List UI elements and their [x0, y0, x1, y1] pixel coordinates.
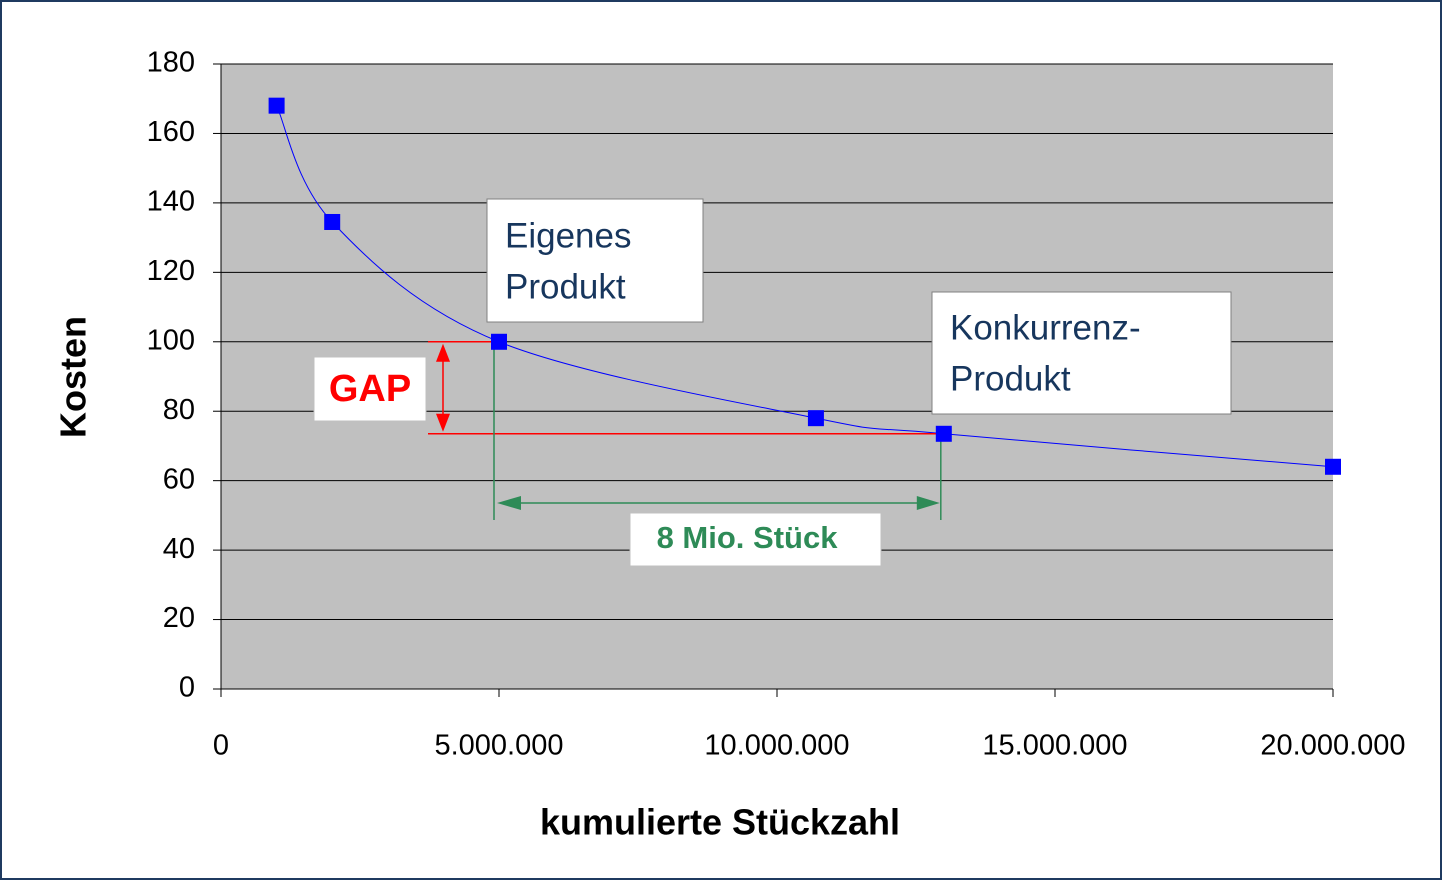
y-tick-label: 160 [147, 116, 195, 148]
span-label: 8 Mio. Stück [657, 520, 839, 555]
annotation-box [486, 198, 704, 323]
point [807, 410, 824, 427]
point [268, 97, 285, 114]
annotation-box [313, 356, 427, 422]
y-tick-label: 140 [147, 186, 195, 218]
y-tick-label: 40 [163, 533, 195, 565]
x-tick-label: 0 [213, 730, 229, 762]
annotation-box [629, 512, 882, 567]
y-tick-label: 180 [147, 47, 195, 79]
annotation-text: Konkurrenz- [950, 308, 1141, 347]
point [1325, 458, 1341, 475]
arrow-head [916, 496, 940, 510]
x-tick-label: 10.000.000 [704, 730, 849, 762]
annotation-text: Produkt [505, 267, 626, 306]
annotation-text: Produkt [950, 359, 1071, 398]
y-tick-label: 0 [179, 672, 195, 704]
arrow-head [436, 343, 450, 362]
point [935, 425, 952, 442]
x-tick-label: 5.000.000 [434, 730, 563, 762]
y-tick-label: 20 [163, 602, 195, 634]
x-axis-title: kumulierte Stückzahl [540, 802, 900, 843]
point [324, 213, 341, 230]
x-tick-label: 20.000.000 [1260, 730, 1405, 762]
annotation-box [931, 291, 1232, 415]
y-axis-title: Kosten [53, 316, 94, 438]
y-tick-label: 100 [147, 324, 195, 356]
plot: 0 20 40 60 80 100 120 140 160 180 0 5.000.000 10.000… [147, 47, 1406, 762]
gap-label: GAP [329, 368, 411, 410]
annotation-text: Eigenes [505, 216, 631, 255]
point [491, 333, 507, 350]
y-tick-label: 60 [163, 463, 195, 495]
y-tick-label: 120 [147, 255, 195, 287]
x-tick-label: 15.000.000 [982, 730, 1127, 762]
y-tick-label: 80 [163, 394, 195, 426]
arrow-head [436, 413, 450, 432]
arrow-head [497, 496, 521, 510]
